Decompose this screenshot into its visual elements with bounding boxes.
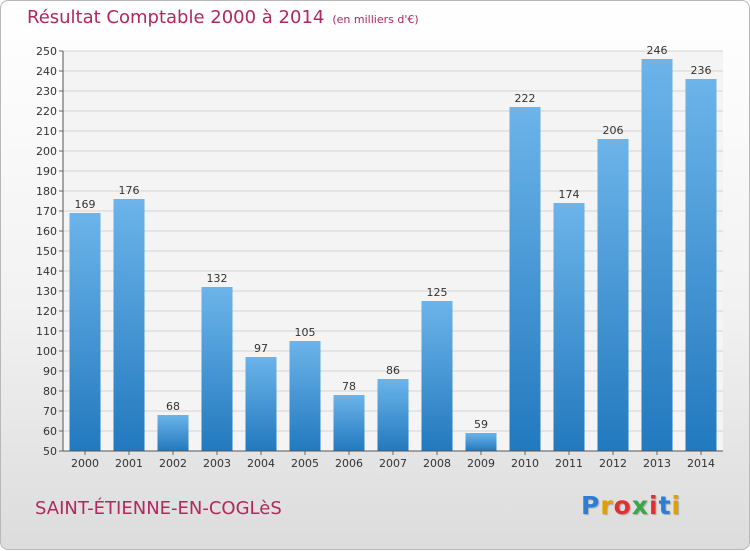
x-tick-label: 2012: [599, 457, 627, 470]
x-tick-label: 2001: [115, 457, 143, 470]
logo-letter: o: [613, 491, 632, 520]
proxiti-logo: Proxiti: [581, 491, 681, 520]
bar-value-label: 78: [342, 380, 356, 393]
bar-value-label: 86: [386, 364, 400, 377]
y-tick-label: 250: [36, 45, 57, 58]
y-tick-label: 130: [36, 285, 57, 298]
bar: [465, 433, 497, 451]
bar: [201, 287, 233, 451]
logo-letter: i: [649, 491, 659, 520]
y-tick-label: 190: [36, 165, 57, 178]
logo-letter: i: [671, 491, 682, 520]
chart-title: Résultat Comptable 2000 à 2014 (en millie…: [27, 7, 419, 28]
bar: [69, 213, 101, 451]
y-tick-label: 170: [36, 205, 57, 218]
x-tick-label: 2008: [423, 457, 451, 470]
y-tick-label: 90: [43, 365, 57, 378]
bar: [289, 341, 321, 451]
bar: [377, 379, 409, 451]
logo-letter: P: [581, 491, 601, 520]
y-tick-label: 150: [36, 245, 57, 258]
y-tick-label: 100: [36, 345, 57, 358]
bar-value-label: 176: [119, 184, 140, 197]
y-tick-label: 220: [36, 105, 57, 118]
bar-value-label: 206: [603, 124, 624, 137]
x-tick-label: 2009: [467, 457, 495, 470]
unit-note: (en milliers d'€): [332, 13, 419, 26]
bar-value-label: 105: [295, 326, 316, 339]
x-tick-label: 2014: [687, 457, 715, 470]
y-tick-label: 230: [36, 85, 57, 98]
x-tick-label: 2004: [247, 457, 275, 470]
y-tick-label: 140: [36, 265, 57, 278]
x-tick-label: 2006: [335, 457, 363, 470]
x-tick-label: 2000: [71, 457, 99, 470]
bar-value-label: 169: [75, 198, 96, 211]
y-tick-label: 180: [36, 185, 57, 198]
y-tick-label: 210: [36, 125, 57, 138]
chart-title-text: Résultat Comptable 2000 à 2014: [27, 7, 325, 28]
bar: [685, 79, 717, 451]
y-tick-label: 200: [36, 145, 57, 158]
x-tick-label: 2011: [555, 457, 583, 470]
bar: [421, 301, 453, 451]
bar-value-label: 236: [691, 64, 712, 77]
x-tick-label: 2007: [379, 457, 407, 470]
bar-value-label: 132: [207, 272, 228, 285]
y-tick-label: 240: [36, 65, 57, 78]
bar: [157, 415, 189, 451]
y-tick-label: 70: [43, 405, 57, 418]
logo-letter: r: [600, 491, 614, 520]
y-tick-label: 120: [36, 305, 57, 318]
bar: [245, 357, 277, 451]
y-tick-label: 60: [43, 425, 57, 438]
y-tick-label: 110: [36, 325, 57, 338]
y-tick-label: 50: [43, 445, 57, 458]
x-tick-label: 2005: [291, 457, 319, 470]
y-tick-label: 160: [36, 225, 57, 238]
bar-value-label: 97: [254, 342, 268, 355]
bar-value-label: 222: [515, 92, 536, 105]
bars: 169 176 68 132 97 105 78 86 125 59 222 174 206 246 236: [69, 44, 717, 451]
bar-value-label: 174: [559, 188, 580, 201]
bar: [641, 59, 673, 451]
x-tick-label: 2013: [643, 457, 671, 470]
y-tick-label: 80: [43, 385, 57, 398]
bar-value-label: 246: [647, 44, 668, 57]
bar-value-label: 68: [166, 400, 180, 413]
logo-letter: t: [658, 491, 672, 520]
axes: 50 60 70 80 90 100 110 120 130 140 150 160 170 180 190…: [36, 45, 723, 470]
x-tick-label: 2010: [511, 457, 539, 470]
bar: [333, 395, 365, 451]
x-tick-label: 2002: [159, 457, 187, 470]
bar: [553, 203, 585, 451]
bar: [113, 199, 145, 451]
x-tick-label: 2003: [203, 457, 231, 470]
bar: [597, 139, 629, 451]
bar-value-label: 59: [474, 418, 488, 431]
place-name: SAINT-ÉTIENNE-EN-COGLèS: [35, 498, 282, 519]
bar-value-label: 125: [427, 286, 448, 299]
logo-letter: x: [631, 491, 649, 520]
bar: [509, 107, 541, 451]
